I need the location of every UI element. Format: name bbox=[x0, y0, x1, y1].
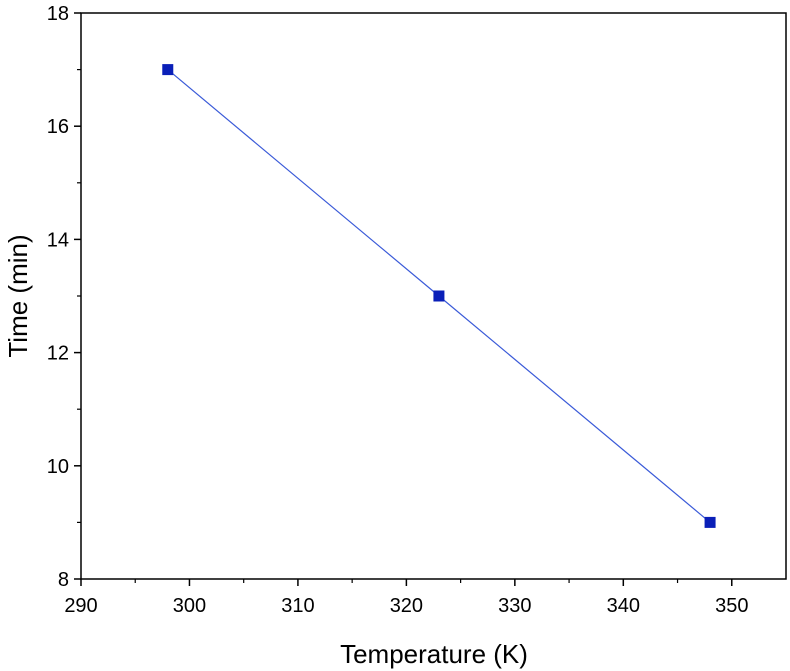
x-axis-title: Temperature (K) bbox=[340, 639, 528, 669]
data-point-marker bbox=[162, 64, 174, 76]
y-tick-label: 18 bbox=[47, 3, 69, 25]
y-tick-label: 14 bbox=[47, 229, 69, 251]
y-axis-title: Time (min) bbox=[3, 234, 33, 357]
y-tick-label: 16 bbox=[47, 116, 69, 138]
x-tick-label: 330 bbox=[498, 595, 531, 617]
y-tick-label: 12 bbox=[47, 343, 69, 365]
data-point-marker bbox=[704, 516, 716, 528]
y-axis-ticks: 8 10 12 14 16 18 bbox=[47, 3, 81, 591]
y-tick-label: 10 bbox=[47, 456, 69, 478]
data-point-marker bbox=[433, 290, 445, 302]
x-tick-label: 310 bbox=[281, 595, 314, 617]
x-tick-label: 340 bbox=[607, 595, 640, 617]
x-tick-label: 290 bbox=[64, 595, 97, 617]
x-tick-label: 320 bbox=[390, 595, 423, 617]
x-tick-label: 350 bbox=[715, 595, 748, 617]
x-tick-label: 300 bbox=[173, 595, 206, 617]
series-layer bbox=[162, 64, 716, 528]
y-tick-label: 8 bbox=[58, 569, 69, 591]
x-axis-ticks: 290 300 310 320 330 340 350 bbox=[64, 579, 748, 617]
